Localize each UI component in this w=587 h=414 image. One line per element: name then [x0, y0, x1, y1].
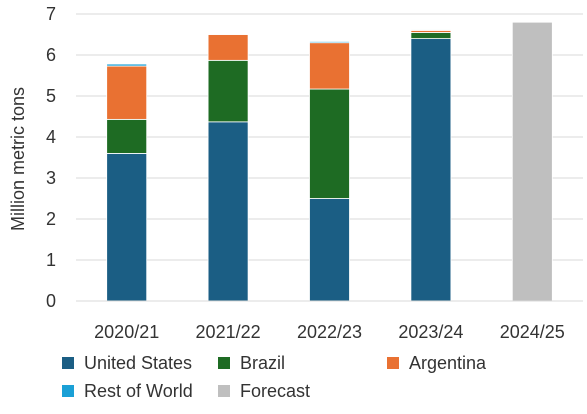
- y-tick-label: 5: [46, 86, 56, 106]
- bar-segment-rest-of-world: [106, 63, 148, 67]
- legend-item-brazil: Brazil: [218, 353, 285, 373]
- bar-segment-argentina: [106, 65, 148, 120]
- legend-swatch: [62, 385, 74, 397]
- legend-swatch: [62, 357, 74, 369]
- legend-swatch: [218, 385, 230, 397]
- legend-item-united-states: United States: [62, 353, 192, 373]
- bar-segment-united-states: [207, 121, 249, 302]
- bar-segment-united-states: [106, 152, 148, 302]
- legend-swatch: [387, 357, 399, 369]
- bar-segment-argentina: [309, 42, 350, 90]
- bars: [106, 21, 553, 302]
- bar-segment-forecast: [511, 21, 553, 302]
- bar-segment-brazil: [207, 59, 249, 123]
- bar-segment-united-states: [309, 198, 350, 302]
- x-tick-label: 2020/21: [94, 322, 159, 342]
- legend-label: Brazil: [240, 353, 285, 373]
- legend-label: Argentina: [409, 353, 487, 373]
- legend-label: Forecast: [240, 381, 310, 401]
- y-axis-ticks: 0 1 2 3 4 5 6 7: [46, 4, 56, 311]
- y-tick-label: 6: [46, 45, 56, 65]
- x-tick-label: 2022/23: [297, 322, 362, 342]
- x-tick-label: 2023/24: [398, 322, 463, 342]
- bar-segment-argentina: [207, 34, 249, 61]
- legend-item-argentina: Argentina: [387, 353, 487, 373]
- y-tick-label: 0: [46, 291, 56, 311]
- x-tick-label: 2024/25: [500, 322, 565, 342]
- y-tick-label: 4: [46, 127, 56, 147]
- y-tick-label: 7: [46, 4, 56, 24]
- legend-label: United States: [84, 353, 192, 373]
- x-tick-label: 2021/22: [196, 322, 261, 342]
- x-axis-ticks: 2020/21 2021/22 2022/23 2023/24 2024/25: [94, 322, 565, 342]
- legend-label: Rest of World: [84, 381, 193, 401]
- bar-segment-rest-of-world: [410, 29, 452, 31]
- bar-segment-brazil: [309, 88, 350, 199]
- bar-segment-rest-of-world: [309, 41, 350, 44]
- y-tick-label: 1: [46, 250, 56, 270]
- y-tick-label: 2: [46, 209, 56, 229]
- legend-item-forecast: Forecast: [218, 381, 310, 401]
- bar-segment-brazil: [410, 32, 452, 40]
- legend-swatch: [218, 357, 230, 369]
- bar-segment-united-states: [410, 38, 452, 302]
- legend-item-rest-of-world: Rest of World: [62, 381, 193, 401]
- bar-segment-brazil: [106, 118, 148, 154]
- y-tick-label: 3: [46, 168, 56, 188]
- y-axis-title: Million metric tons: [8, 87, 28, 231]
- legend: United States Brazil Argentina Rest of Worl…: [62, 353, 487, 401]
